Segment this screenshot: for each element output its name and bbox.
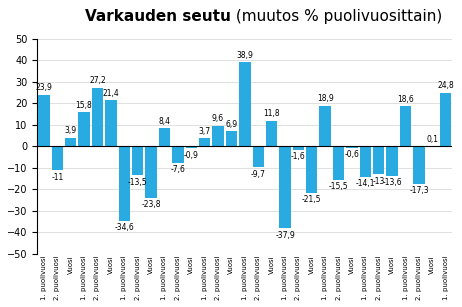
Text: -1,6: -1,6 bbox=[291, 152, 306, 161]
Bar bbox=[92, 88, 103, 146]
Text: -9,7: -9,7 bbox=[251, 170, 266, 179]
Bar bbox=[440, 93, 451, 146]
Bar bbox=[52, 146, 63, 170]
Bar bbox=[293, 146, 304, 150]
Text: 18,9: 18,9 bbox=[317, 94, 334, 103]
Text: 15,8: 15,8 bbox=[76, 101, 92, 110]
Bar bbox=[226, 131, 237, 146]
Bar bbox=[213, 126, 224, 146]
Bar bbox=[132, 146, 143, 175]
Text: (muutos % puolivuosittain): (muutos % puolivuosittain) bbox=[231, 9, 442, 24]
Text: 21,4: 21,4 bbox=[103, 89, 119, 98]
Text: -14,1: -14,1 bbox=[356, 179, 375, 188]
Bar bbox=[65, 138, 76, 146]
Bar bbox=[387, 146, 398, 176]
Bar bbox=[119, 146, 130, 221]
Bar bbox=[320, 106, 331, 146]
Text: -13,6: -13,6 bbox=[383, 178, 402, 187]
Bar bbox=[146, 146, 157, 198]
Bar bbox=[172, 146, 183, 163]
Text: Varkauden seutu: Varkauden seutu bbox=[85, 9, 231, 24]
Bar bbox=[199, 138, 210, 146]
Bar bbox=[38, 95, 49, 146]
Text: -7,6: -7,6 bbox=[170, 165, 185, 174]
Text: -11: -11 bbox=[51, 173, 63, 182]
Text: -13: -13 bbox=[372, 177, 385, 186]
Text: -23,8: -23,8 bbox=[141, 200, 161, 209]
Text: 3,7: 3,7 bbox=[199, 127, 211, 136]
Bar bbox=[333, 146, 344, 180]
Bar bbox=[159, 128, 170, 146]
Text: -15,5: -15,5 bbox=[329, 182, 348, 191]
Bar bbox=[346, 146, 358, 148]
Bar bbox=[360, 146, 371, 177]
Text: -37,9: -37,9 bbox=[275, 231, 295, 239]
Text: 24,8: 24,8 bbox=[438, 81, 454, 90]
Bar bbox=[253, 146, 264, 167]
Bar bbox=[79, 112, 90, 146]
Bar bbox=[306, 146, 317, 192]
Text: 38,9: 38,9 bbox=[237, 51, 253, 60]
Bar bbox=[400, 106, 411, 146]
Text: -13,5: -13,5 bbox=[128, 178, 147, 187]
Text: -0,6: -0,6 bbox=[345, 150, 359, 159]
Bar bbox=[266, 121, 277, 146]
Text: 27,2: 27,2 bbox=[89, 76, 106, 85]
Text: -17,3: -17,3 bbox=[409, 186, 429, 195]
Bar bbox=[186, 146, 197, 148]
Text: 6,9: 6,9 bbox=[225, 120, 237, 129]
Text: 18,6: 18,6 bbox=[397, 95, 414, 104]
Bar bbox=[413, 146, 425, 184]
Text: 8,4: 8,4 bbox=[158, 117, 170, 126]
Bar bbox=[105, 100, 116, 146]
Text: -21,5: -21,5 bbox=[302, 195, 322, 204]
Bar bbox=[239, 63, 250, 146]
Text: 3,9: 3,9 bbox=[65, 126, 77, 135]
Text: -0,9: -0,9 bbox=[184, 151, 199, 160]
Text: -34,6: -34,6 bbox=[115, 223, 134, 232]
Text: 23,9: 23,9 bbox=[36, 83, 52, 92]
Text: 0,1: 0,1 bbox=[426, 134, 438, 143]
Text: 11,8: 11,8 bbox=[263, 109, 280, 118]
Bar bbox=[373, 146, 384, 174]
Text: 9,6: 9,6 bbox=[212, 114, 224, 123]
Bar bbox=[280, 146, 291, 228]
